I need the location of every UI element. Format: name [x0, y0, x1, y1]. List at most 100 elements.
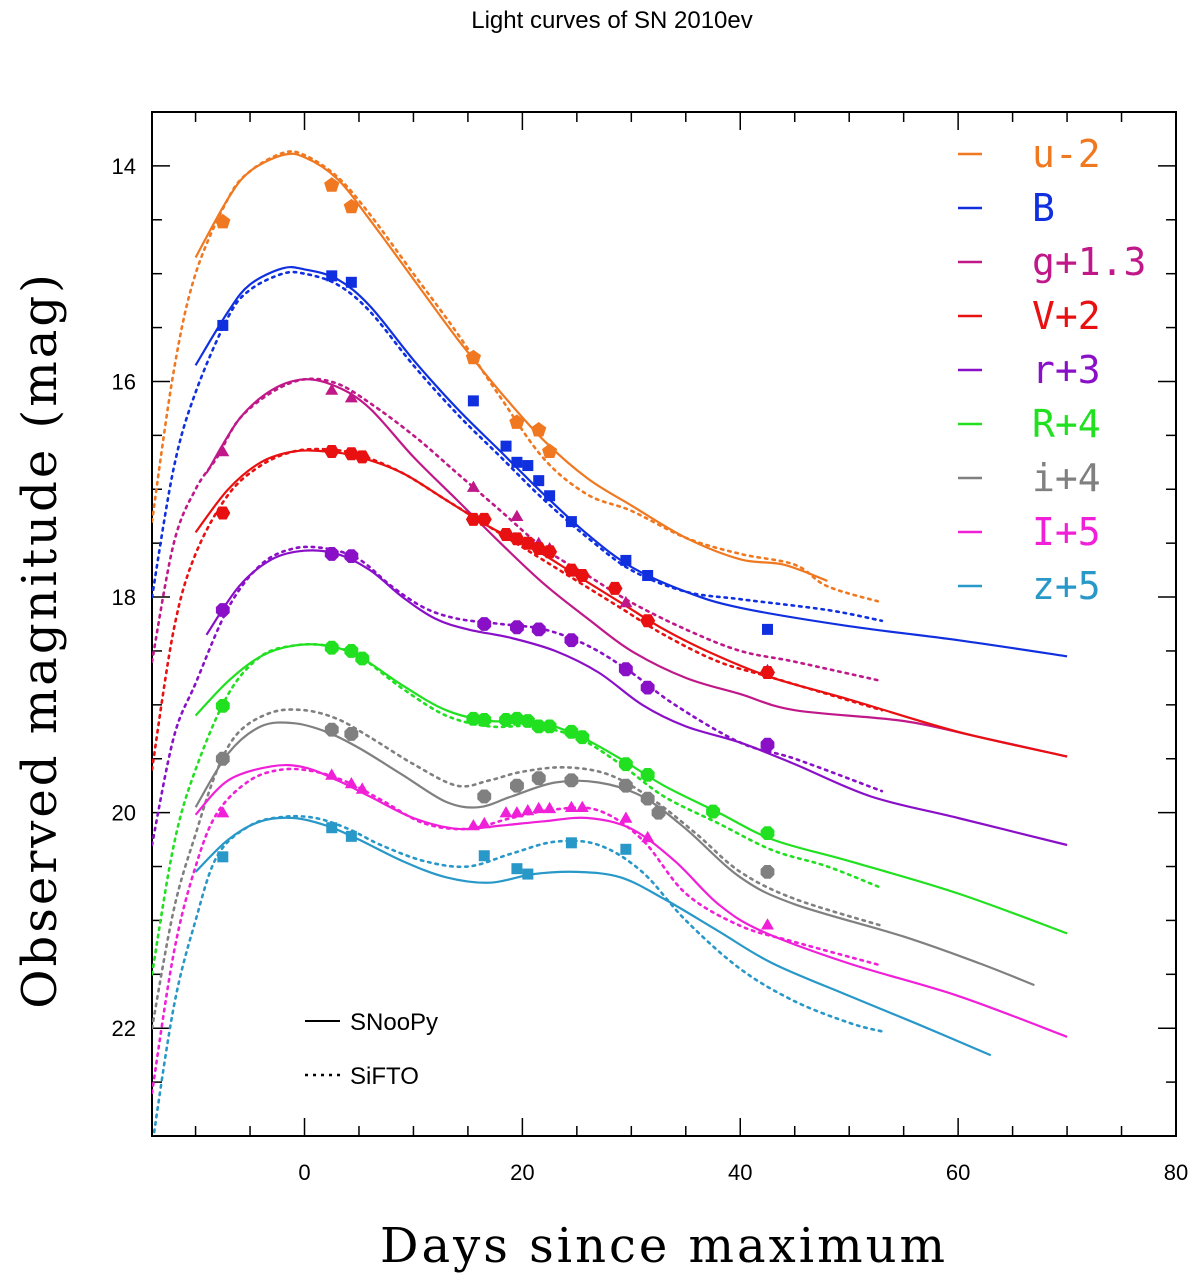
legend-label: B — [1032, 186, 1055, 230]
legend-label: z+5 — [1032, 564, 1101, 608]
data-point-z5 — [478, 850, 490, 862]
data-point-z5 — [620, 843, 632, 855]
data-point-g13 — [344, 391, 358, 403]
data-point-I5 — [619, 811, 633, 823]
data-point-V2 — [324, 445, 340, 458]
data-point-I5 — [564, 800, 578, 812]
data-point-u2 — [542, 443, 558, 458]
model-curves — [152, 150, 1068, 1136]
data-point-I5 — [761, 918, 774, 930]
sifto-curve-z5 — [152, 814, 884, 1136]
sifto-curve-u2 — [152, 150, 884, 604]
data-point-V2 — [354, 450, 370, 464]
legend-label: I+5 — [1032, 510, 1101, 554]
data-point-R4 — [531, 719, 546, 734]
data-point-V2 — [542, 545, 558, 559]
snoopy-curve-i4 — [194, 721, 1035, 987]
x-axis-label: Days since maximum — [380, 1218, 948, 1274]
data-point-u2 — [324, 177, 340, 192]
data-point-u2 — [509, 414, 525, 429]
data-point-i4 — [510, 778, 524, 793]
data-point-B — [511, 456, 523, 468]
data-point-R4 — [542, 719, 557, 734]
data-point-R4 — [510, 711, 524, 726]
data-point-R4 — [477, 713, 492, 727]
data-point-R4 — [618, 757, 633, 772]
data-point-R4 — [344, 644, 359, 658]
data-point-g13 — [216, 445, 230, 457]
data-point-r3 — [564, 633, 579, 648]
data-point-z5 — [345, 830, 357, 842]
data-point-R4 — [564, 724, 579, 739]
data-point-B — [500, 440, 512, 452]
x-tick-label: 40 — [728, 1160, 752, 1185]
legend-label: r+3 — [1032, 348, 1101, 392]
data-point-i4 — [531, 771, 546, 786]
chart-title: Light curves of SN 2010ev — [471, 7, 753, 34]
data-point-I5 — [216, 806, 230, 818]
data-point-r3 — [640, 680, 655, 695]
data-point-R4 — [215, 699, 230, 713]
data-point-g13 — [325, 383, 339, 395]
snoopy-curve-V2 — [194, 449, 1068, 758]
data-point-B — [345, 276, 357, 288]
snoopy-curve-r3 — [205, 549, 1068, 847]
data-point-i4 — [477, 789, 492, 804]
data-point-r3 — [215, 603, 230, 617]
data-point-B — [565, 516, 577, 528]
filter-legend: u-2 Bg+1.3 V+2 r+3 R+4 i+4 I+5 z+5 — [958, 132, 1146, 608]
data-point-r3 — [760, 737, 775, 752]
plot-frame — [151, 111, 1177, 1137]
x-tick-label: 60 — [946, 1160, 970, 1185]
data-point-g13 — [510, 509, 524, 521]
y-tick-label: 14 — [112, 154, 136, 179]
data-point-r3 — [510, 620, 524, 635]
data-point-B — [467, 395, 479, 407]
y-tick-label: 20 — [112, 801, 136, 826]
data-point-u2 — [531, 422, 547, 437]
data-point-i4 — [618, 778, 633, 793]
model-legend-label: SNooPy — [350, 1009, 438, 1036]
y-tick-label: 18 — [112, 585, 136, 610]
data-point-I5 — [641, 830, 655, 843]
sifto-curve-B — [152, 270, 884, 623]
data-point-z5 — [326, 822, 338, 834]
data-point-i4 — [640, 791, 655, 806]
data-point-i4 — [344, 727, 359, 741]
sifto-curve-I5 — [152, 767, 884, 1095]
data-point-I5 — [344, 777, 358, 789]
data-point-z5 — [522, 868, 534, 880]
sifto-curve-i4 — [152, 708, 884, 1030]
data-point-B — [522, 460, 534, 472]
data-point-I5 — [477, 816, 491, 829]
data-point-I5 — [466, 819, 480, 831]
snoopy-curve-z5 — [194, 816, 992, 1057]
data-point-B — [533, 475, 545, 487]
data-point-V2 — [476, 512, 492, 526]
data-point-g13 — [466, 480, 480, 492]
data-point-z5 — [217, 851, 229, 863]
data-point-B — [544, 490, 556, 502]
model-legend-label: SiFTO — [350, 1063, 419, 1090]
data-point-I5 — [521, 804, 535, 816]
axis-tick-labels: 0 20 40 60 80 14 16 18 20 22 — [112, 154, 1189, 1185]
legend-label: g+1.3 — [1032, 240, 1146, 284]
data-point-r3 — [324, 547, 339, 561]
data-point-i4 — [760, 865, 775, 879]
data-point-V2 — [760, 666, 775, 679]
model-legend: SNooPy SiFTO — [305, 1009, 438, 1090]
data-point-R4 — [466, 711, 481, 726]
data-point-u2 — [465, 349, 481, 365]
data-point-R4 — [706, 804, 720, 819]
data-point-V2 — [607, 581, 623, 595]
data-point-V2 — [509, 532, 525, 546]
data-point-B — [217, 319, 229, 331]
data-point-R4 — [499, 713, 513, 727]
y-axis-label: Observed magnitude (mag) — [12, 271, 68, 1009]
snoopy-curve-B — [194, 265, 1068, 658]
legend-label: V+2 — [1032, 294, 1101, 338]
data-point-i4 — [215, 751, 230, 766]
snoopy-curve-u2 — [194, 152, 828, 582]
data-markers — [215, 177, 775, 930]
